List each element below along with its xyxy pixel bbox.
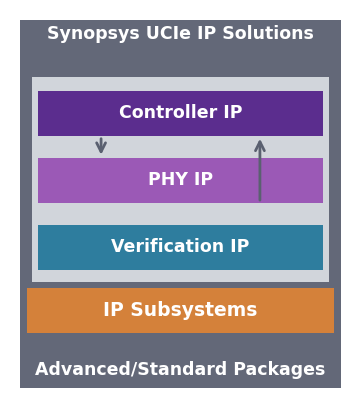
Text: Controller IP: Controller IP	[119, 104, 242, 122]
Text: PHY IP: PHY IP	[148, 171, 213, 189]
Bar	[27, 288, 334, 333]
Bar	[38, 91, 323, 136]
Bar	[38, 225, 323, 270]
Text: IP Subsystems: IP Subsystems	[103, 301, 258, 320]
Bar	[38, 158, 323, 203]
Bar	[20, 20, 341, 357]
Text: Synopsys UCIe IP Solutions: Synopsys UCIe IP Solutions	[47, 25, 314, 43]
Bar	[20, 353, 341, 388]
Text: Verification IP: Verification IP	[111, 238, 250, 256]
Text: Advanced/Standard Packages: Advanced/Standard Packages	[35, 361, 326, 379]
Bar	[32, 77, 329, 282]
